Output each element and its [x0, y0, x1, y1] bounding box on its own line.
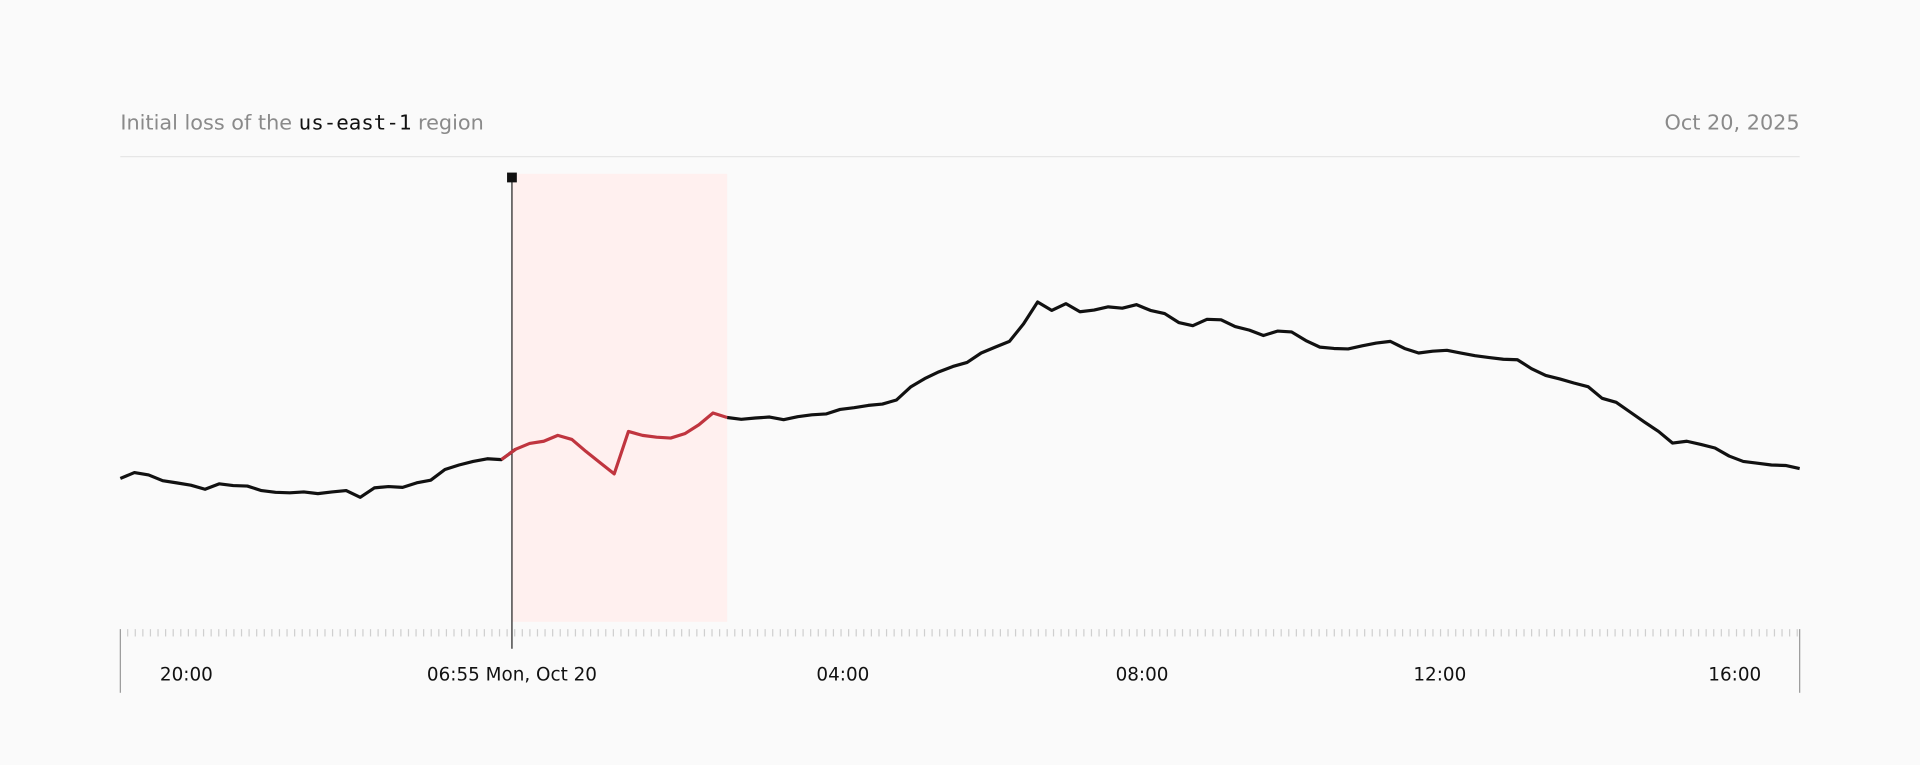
- x-tick-label: 08:00: [1116, 665, 1169, 686]
- x-tick-label: 12:00: [1413, 665, 1466, 686]
- x-tick-label: 04:00: [816, 665, 869, 686]
- marker-handle: [507, 172, 517, 183]
- highlight-region: [511, 173, 728, 622]
- chart-date: Oct 20, 2025: [1664, 111, 1799, 135]
- title-prefix: Initial loss of the: [120, 111, 292, 135]
- x-tick-label: 20:00: [160, 665, 213, 686]
- chart-title: Initial loss of the us-east-1 region: [120, 111, 483, 135]
- line-highlight: [500, 411, 728, 476]
- line-series: [726, 300, 1801, 471]
- line-series: [119, 448, 517, 499]
- x-tick-label: 16:00: [1708, 665, 1761, 686]
- title-code: us-east-1: [299, 111, 412, 135]
- x-tick-label: 06:55 Mon, Oct 20: [427, 665, 597, 686]
- title-suffix: region: [418, 111, 484, 135]
